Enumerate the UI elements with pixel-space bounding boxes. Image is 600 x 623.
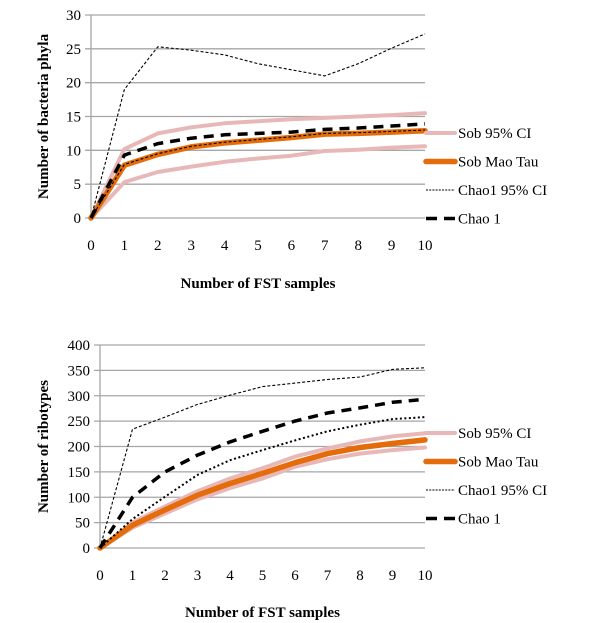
x-tick-label: 1 <box>121 238 129 254</box>
x-tick-label: 6 <box>291 568 299 584</box>
legend-label: Sob Mao Tau <box>458 155 539 171</box>
series-line-sob-95-ci-upper <box>98 431 427 550</box>
y-tick-label: 10 <box>66 143 81 159</box>
y-tick-label: 0 <box>74 211 82 227</box>
y-axis-title: Number of bacteria phyla <box>36 33 52 199</box>
y-tick-label: 200 <box>68 440 91 456</box>
x-tick-label: 5 <box>259 568 267 584</box>
series-line-sob-95-ci-upper <box>89 111 427 220</box>
x-tick-label: 8 <box>354 238 362 254</box>
x-tick-label: 1 <box>129 568 137 584</box>
legend-label: Sob 95% CI <box>458 426 531 442</box>
x-tick-label: 10 <box>418 238 433 254</box>
chart-panel-1: 0 5 10 15 20 25 30 0 1 2 3 4 5 6 7 8 9 10 Number of FST sa… <box>36 8 547 292</box>
y-tick-label: 5 <box>74 177 82 193</box>
x-tick-label: 7 <box>324 568 332 584</box>
legend-label: Chao1 95% CI <box>458 183 547 199</box>
y-tick-label: 100 <box>68 490 91 506</box>
y-tick-label: 20 <box>66 76 81 92</box>
series-line-chao-1 <box>98 397 426 549</box>
x-tick-label: 6 <box>288 238 296 254</box>
y-axis-title: Number of ribotypes <box>36 380 52 513</box>
y-tick-label: 15 <box>66 110 81 126</box>
legend-label: Chao 1 <box>458 512 501 528</box>
x-tick-label: 4 <box>221 238 229 254</box>
x-tick-label: 8 <box>356 568 364 584</box>
series-line-chao1-95-ci-lower <box>99 416 426 549</box>
legend-label: Sob Mao Tau <box>458 455 539 471</box>
y-tick-label: 300 <box>68 389 91 405</box>
x-tick-label: 2 <box>154 238 162 254</box>
series-line-chao-1 <box>89 122 426 219</box>
x-tick-label: 3 <box>194 568 202 584</box>
x-axis-title: Number of FST samples <box>181 276 336 292</box>
x-tick-label: 4 <box>226 568 234 584</box>
series-line-sob-95-ci-lower <box>89 144 427 220</box>
y-tick-label: 30 <box>66 8 81 24</box>
series-line-chao1-95-ci-lower <box>90 129 426 219</box>
x-tick-label: 5 <box>254 238 262 254</box>
chart-panel-2: 0 50 100 150 200 250 300 350 400 0 1 2 3 4 5 6 7 8 9 10 Numb… <box>36 338 547 621</box>
series-line-sob-mao-tau <box>97 437 428 551</box>
legend-label: Sob 95% CI <box>458 126 531 142</box>
legend: Sob 95% CI Sob Mao Tau Chao1 95% CI Chao 1 <box>423 426 547 528</box>
y-tick-label: 150 <box>68 465 91 481</box>
x-tick-label: 3 <box>187 238 195 254</box>
x-tick-label: 9 <box>388 238 396 254</box>
y-tick-label: 250 <box>68 414 91 430</box>
y-tick-label: 50 <box>75 516 90 532</box>
series-line-sob-95-ci-lower <box>98 445 427 550</box>
legend-label: Chao1 95% CI <box>458 483 547 499</box>
y-tick-label: 400 <box>68 338 91 354</box>
x-axis-title: Number of FST samples <box>185 605 340 621</box>
series-line-chao1-95-ci-upper <box>99 367 426 549</box>
legend: Sob 95% CI Sob Mao Tau Chao1 95% CI Chao 1 <box>423 126 547 228</box>
y-tick-label: 350 <box>68 363 91 379</box>
x-tick-label: 0 <box>87 238 95 254</box>
y-tick-label: 25 <box>66 42 81 58</box>
y-tick-label: 0 <box>83 541 91 557</box>
x-tick-label: 7 <box>321 238 329 254</box>
series-line-sob-mao-tau <box>88 127 428 221</box>
x-tick-label: 2 <box>161 568 169 584</box>
x-tick-label: 10 <box>418 568 433 584</box>
x-tick-label: 9 <box>389 568 397 584</box>
x-tick-label: 0 <box>96 568 104 584</box>
legend-label: Chao 1 <box>458 212 501 228</box>
